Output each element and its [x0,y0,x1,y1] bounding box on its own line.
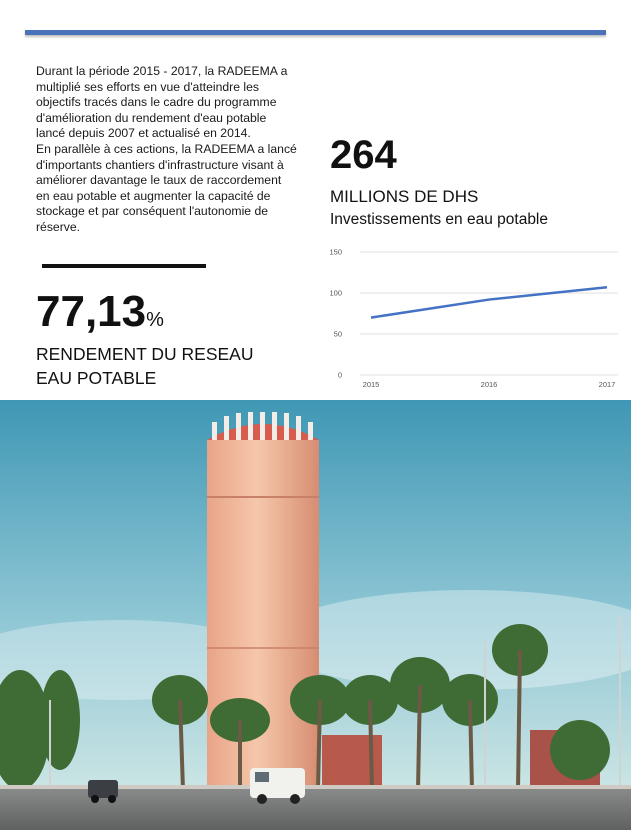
water-tower-photo [0,400,631,830]
stat-divider [42,264,206,268]
rendement-unit: % [146,309,164,331]
y-tick-label: 150 [329,248,342,257]
investment-unit: MILLIONS DE DHS [330,187,479,206]
y-tick-label: 0 [338,371,342,380]
rendement-label-line2: EAU POTABLE [36,368,157,388]
series-line [370,286,608,319]
intro-text: Durant la période 2015 - 2017, la RADEEM… [36,64,298,236]
investment-value: 264 [330,133,397,177]
rendement-label-line1: RENDEMENT DU RESEAU [36,344,254,364]
x-tick-label: 2015 [363,380,380,389]
investment-line-chart: 0 50 100 150 2015 2016 2017 [329,248,618,389]
x-tick-label: 2017 [599,380,616,389]
x-tick-label: 2016 [481,380,498,389]
rendement-value: 77,13% [36,286,164,346]
top-divider [25,30,606,35]
rendement-label: RENDEMENT DU RESEAU EAU POTABLE [36,342,296,390]
investment-description: Investissements en eau potable [330,211,548,228]
y-tick-label: 50 [334,330,342,339]
intro-paragraph-1: Durant la période 2015 - 2017, la RADEEM… [36,64,288,141]
y-tick-label: 100 [329,289,342,298]
rendement-number: 77,13 [36,287,147,336]
intro-paragraph-2: En parallèle à ces actions, la RADEEMA a… [36,141,297,234]
